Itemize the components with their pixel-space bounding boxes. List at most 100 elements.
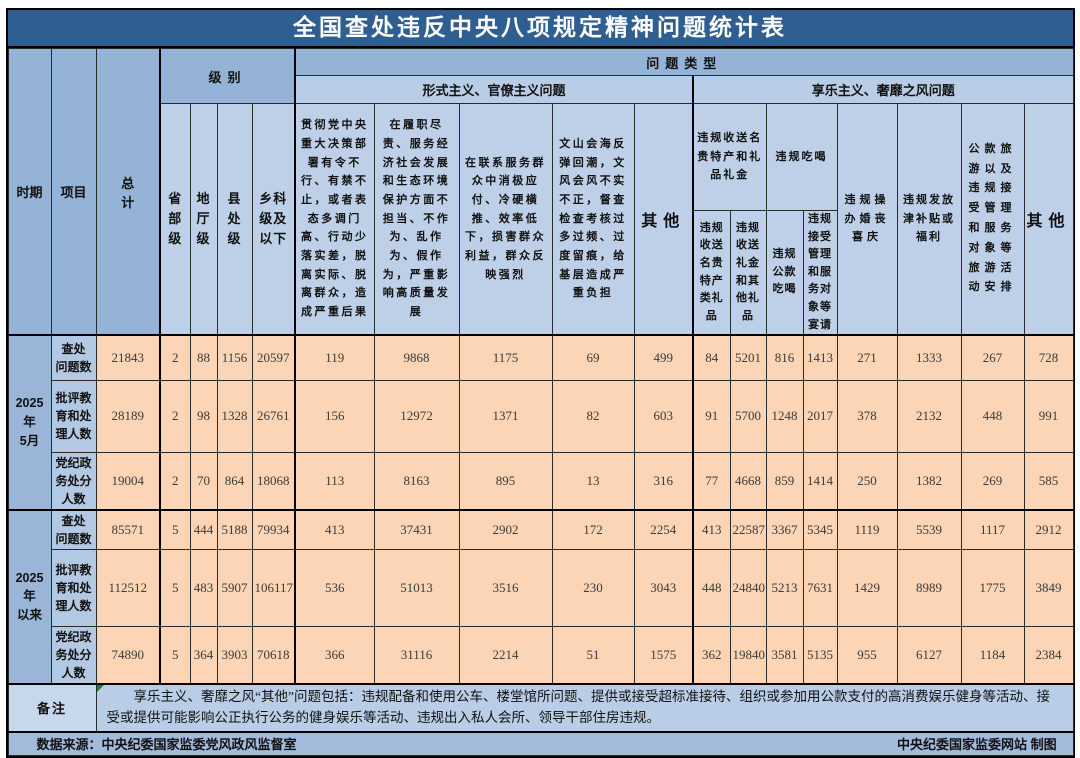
- data-cell: 91: [692, 379, 731, 453]
- data-cell: 172: [551, 508, 635, 550]
- row-label: 党纪政 务处分 人数: [50, 625, 97, 685]
- data-cell: 5539: [896, 508, 962, 550]
- data-cell: 895: [458, 451, 553, 511]
- header-allowances-benefits: 违规发放津补贴或福利: [896, 103, 962, 336]
- period-cell: 2025年 以来: [7, 508, 52, 685]
- data-cell: 2132: [896, 379, 962, 453]
- data-cell: 1175: [458, 334, 553, 381]
- cell-comment-marker-icon: [97, 685, 104, 692]
- header-formalism-col-2: 在履职尽责、服务经济社会发展和生态环境保护方面不担当、不作为、乱作为、假作为，严…: [373, 103, 460, 336]
- data-cell: 2: [159, 334, 191, 381]
- data-cell: 3367: [765, 508, 804, 550]
- header-formalism-col-4: 文山会海反弹回潮，文风会风不实不正，督查检查考核过多过频、过度留痕，给基层造成严…: [551, 103, 635, 336]
- header-public-funded-travel: 公款旅游以及违规接受管理和服务对象等旅游活动安排: [960, 103, 1025, 336]
- header-cash-gifts: 违规收送礼金和其他礼品: [729, 210, 767, 336]
- data-cell: 22587: [729, 508, 767, 550]
- row-label: 党纪政 务处分 人数: [50, 451, 97, 511]
- data-cell: 20597: [251, 334, 296, 381]
- data-cell: 250: [836, 451, 898, 511]
- header-formalism-other: 其他: [633, 103, 694, 336]
- data-cell: 5: [159, 625, 191, 685]
- data-cell: 85571: [95, 508, 161, 550]
- data-cell: 991: [1023, 379, 1074, 453]
- data-cell: 1328: [216, 379, 253, 453]
- data-cell: 366: [294, 625, 375, 685]
- data-cell: 31116: [373, 625, 460, 685]
- data-cell: 3516: [458, 548, 553, 627]
- data-cell: 1575: [633, 625, 694, 685]
- data-cell: 2: [159, 451, 191, 511]
- data-cell: 5201: [729, 334, 767, 381]
- row-label: 查处 问题数: [50, 508, 97, 550]
- data-cell: 271: [836, 334, 898, 381]
- data-cell: 267: [960, 334, 1025, 381]
- data-cell: 1117: [960, 508, 1025, 550]
- credit-text: 中央纪委国家监委网站 制图: [896, 737, 1057, 753]
- data-cell: 13: [551, 451, 635, 511]
- row-label: 批评教 育和处 理人数: [50, 548, 97, 627]
- data-cell: 1413: [802, 334, 838, 381]
- statistics-table: 时期 项目 总 计 级别 问题类型 形式主义、官僚主义问题 享乐主义、奢靡之风问…: [7, 48, 1074, 756]
- data-cell: 119: [294, 334, 375, 381]
- data-cell: 5907: [216, 548, 253, 627]
- header-weddings-funerals: 违规操办婚丧喜庆: [836, 103, 898, 336]
- data-cell: 98: [189, 379, 218, 453]
- header-problem-type: 问题类型: [294, 48, 1074, 76]
- header-specialty-gifts: 违规收送名贵特产类礼品: [692, 210, 731, 336]
- data-cell: 378: [836, 379, 898, 453]
- header-formalism-col-1: 贯彻党中央重大决策部署有令不行、有禁不止，或者表态多调门高、行动少落实差，脱离实…: [294, 103, 375, 336]
- data-cell: 1184: [960, 625, 1025, 685]
- data-cell: 9868: [373, 334, 460, 381]
- data-cell: 2912: [1023, 508, 1074, 550]
- remarks-text: 享乐主义、奢靡之风“其他”问题包括：违规配备和使用公车、楼堂馆所问题、提供或接受…: [95, 682, 1074, 732]
- data-cell: 12972: [373, 379, 460, 453]
- data-cell: 6127: [896, 625, 962, 685]
- data-cell: 156: [294, 379, 375, 453]
- header-formalism-group: 形式主义、官僚主义问题: [294, 75, 694, 104]
- data-cell: 1382: [896, 451, 962, 511]
- data-cell: 3581: [765, 625, 804, 685]
- data-cell: 84: [692, 334, 731, 381]
- data-cell: 1156: [216, 334, 253, 381]
- data-cell: 4668: [729, 451, 767, 511]
- data-cell: 2: [159, 379, 191, 453]
- row-label: 查处 问题数: [50, 334, 97, 381]
- data-cell: 816: [765, 334, 804, 381]
- data-cell: 448: [960, 379, 1025, 453]
- data-cell: 448: [692, 548, 731, 627]
- data-cell: 364: [189, 625, 218, 685]
- data-cell: 413: [294, 508, 375, 550]
- data-cell: 269: [960, 451, 1025, 511]
- data-cell: 7631: [802, 548, 838, 627]
- data-cell: 19004: [95, 451, 161, 511]
- header-level-township: 乡科级及以下: [251, 103, 296, 336]
- remarks-content: 享乐主义、奢靡之风“其他”问题包括：违规配备和使用公车、楼堂馆所问题、提供或接受…: [106, 688, 1050, 725]
- header-level-county: 县处级: [216, 103, 253, 336]
- data-cell: 37431: [373, 508, 460, 550]
- data-cell: 728: [1023, 334, 1074, 381]
- header-item: 项目: [50, 48, 97, 336]
- header-hedonism-other: 其他: [1023, 103, 1074, 336]
- data-cell: 5135: [802, 625, 838, 685]
- data-cell: 24840: [729, 548, 767, 627]
- data-cell: 21843: [95, 334, 161, 381]
- data-cell: 82: [551, 379, 635, 453]
- data-cell: 2902: [458, 508, 553, 550]
- data-cell: 5213: [765, 548, 804, 627]
- data-cell: 1371: [458, 379, 553, 453]
- header-public-funds-dining: 违规公款吃喝: [765, 210, 804, 336]
- header-period: 时期: [7, 48, 52, 336]
- period-cell: 2025年 5月: [7, 334, 52, 511]
- data-cell: 5700: [729, 379, 767, 453]
- header-gifts-group: 违规收送名贵特产和礼品礼金: [692, 103, 767, 211]
- data-cell: 77: [692, 451, 731, 511]
- data-cell: 112512: [95, 548, 161, 627]
- data-cell: 1775: [960, 548, 1025, 627]
- data-cell: 955: [836, 625, 898, 685]
- statistics-sheet: 全国查处违反中央八项规定精神问题统计表 时期 项目 总 计 级别 问题类型 形式…: [5, 8, 1075, 758]
- data-cell: 2017: [802, 379, 838, 453]
- data-cell: 316: [633, 451, 694, 511]
- data-cell: 70618: [251, 625, 296, 685]
- data-cell: 106117: [251, 548, 296, 627]
- data-cell: 2214: [458, 625, 553, 685]
